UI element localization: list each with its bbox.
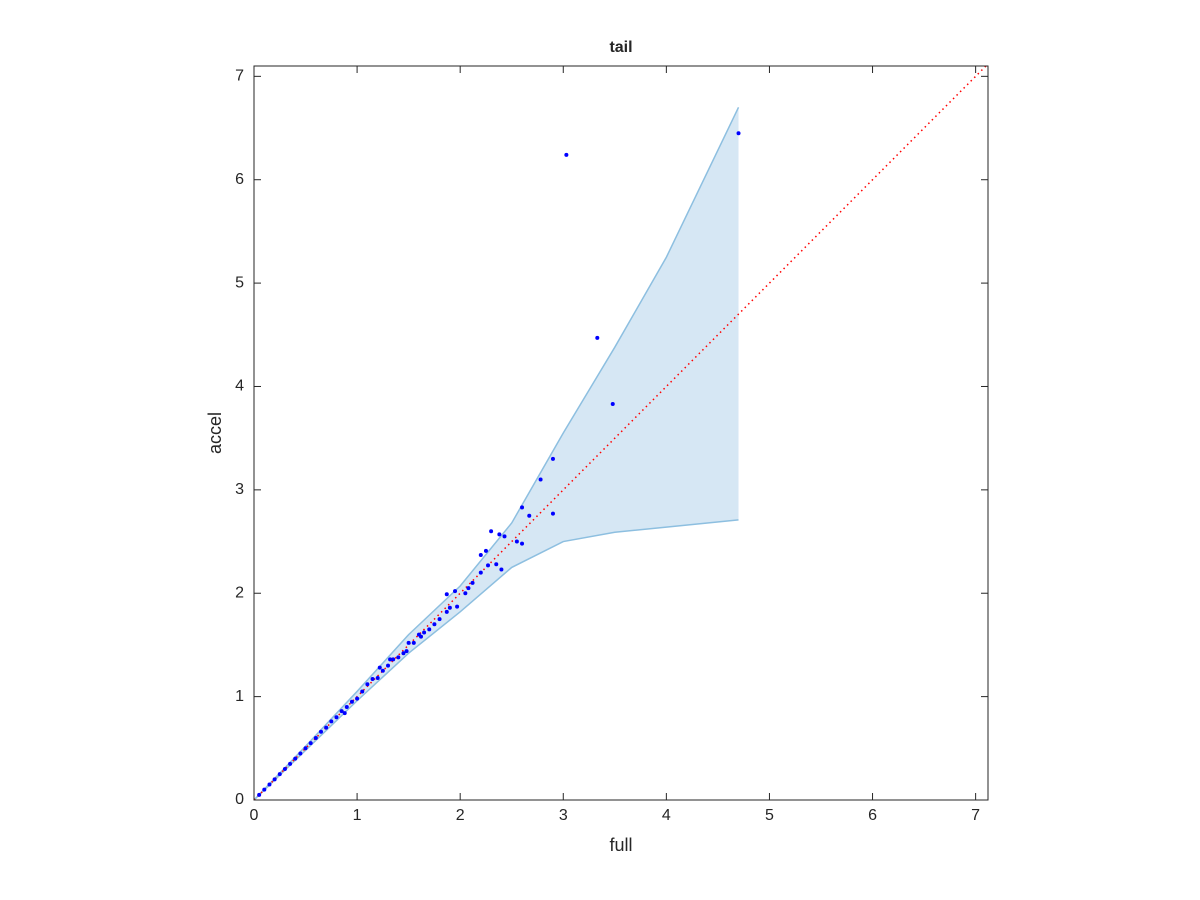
data-point — [419, 634, 424, 639]
x-tick-label: 5 — [765, 807, 774, 824]
band-lower-edge — [253, 519, 739, 801]
data-point — [406, 640, 411, 645]
data-point — [360, 689, 365, 694]
data-point — [404, 649, 409, 654]
data-point — [502, 534, 507, 539]
data-point — [308, 741, 313, 746]
confidence-band — [254, 107, 739, 800]
data-point — [380, 668, 385, 673]
data-point — [444, 609, 449, 614]
x-tick-label: 6 — [868, 807, 877, 824]
data-point — [564, 152, 569, 157]
y-tick-label: 3 — [235, 481, 244, 498]
x-tick-label: 2 — [456, 807, 465, 824]
y-tick-label: 0 — [235, 791, 244, 808]
data-point — [288, 761, 293, 766]
y-tick-label: 1 — [235, 688, 244, 705]
data-point — [339, 709, 344, 714]
data-point — [375, 676, 380, 681]
data-point — [365, 682, 370, 687]
x-tick-label: 3 — [559, 807, 568, 824]
y-tick-label: 5 — [235, 274, 244, 291]
data-point — [303, 746, 308, 751]
data-point — [444, 592, 449, 597]
data-point — [411, 640, 416, 645]
reference-line — [253, 63, 989, 801]
x-tick-label: 4 — [662, 807, 671, 824]
data-point — [478, 570, 483, 575]
data-point — [401, 651, 406, 656]
data-point — [520, 505, 525, 510]
plot-frame — [253, 65, 989, 801]
y-tick-label: 6 — [235, 171, 244, 188]
data-point — [391, 657, 396, 662]
data-point — [550, 511, 555, 516]
data-point — [427, 627, 432, 632]
x-tick-label: 0 — [250, 807, 259, 824]
data-point — [262, 787, 267, 792]
band-upper-edge — [253, 107, 740, 801]
data-point — [466, 586, 471, 591]
data-point — [489, 529, 494, 534]
data-point — [355, 696, 360, 701]
data-point — [736, 131, 741, 136]
y-tick-label: 2 — [235, 584, 244, 601]
x-axis-label: full — [609, 835, 632, 855]
data-point — [478, 552, 483, 557]
data-point — [486, 563, 491, 568]
data-point — [370, 677, 375, 682]
y-tick-label: 4 — [235, 378, 244, 395]
y-axis-label: accel — [205, 412, 225, 454]
data-point — [298, 751, 303, 756]
data-point — [319, 729, 324, 734]
data-point — [520, 541, 525, 546]
data-point — [334, 715, 339, 720]
data-point — [388, 657, 393, 662]
data-point — [538, 477, 543, 482]
data-point — [470, 580, 475, 585]
data-point — [293, 756, 298, 761]
data-point — [494, 562, 499, 567]
data-point — [455, 604, 460, 609]
data-point — [483, 548, 488, 553]
data-point — [313, 735, 318, 740]
data-point — [257, 792, 262, 797]
data-point — [497, 532, 502, 537]
data-point — [437, 617, 442, 622]
data-point — [282, 766, 287, 771]
data-point — [377, 665, 382, 670]
data-point — [272, 777, 277, 782]
data-point — [329, 719, 334, 724]
data-point — [422, 630, 427, 635]
data-point — [432, 622, 437, 627]
data-point — [344, 704, 349, 709]
data-point — [453, 589, 458, 594]
data-point — [514, 539, 519, 544]
data-point — [447, 605, 452, 610]
data-point — [277, 772, 282, 777]
data-point — [342, 711, 347, 716]
data-point — [610, 402, 615, 407]
data-point — [349, 699, 354, 704]
data-point — [527, 513, 532, 518]
data-point — [267, 782, 272, 787]
data-point — [463, 591, 468, 596]
data-point — [386, 663, 391, 668]
chart-title: tail — [609, 39, 632, 56]
data-point — [550, 456, 555, 461]
x-tick-label: 1 — [353, 807, 362, 824]
data-point — [396, 655, 401, 660]
data-point — [499, 567, 504, 572]
data-point — [595, 335, 600, 340]
x-tick-label: 7 — [971, 807, 980, 824]
data-point — [324, 725, 329, 730]
y-tick-label: 7 — [235, 68, 244, 85]
